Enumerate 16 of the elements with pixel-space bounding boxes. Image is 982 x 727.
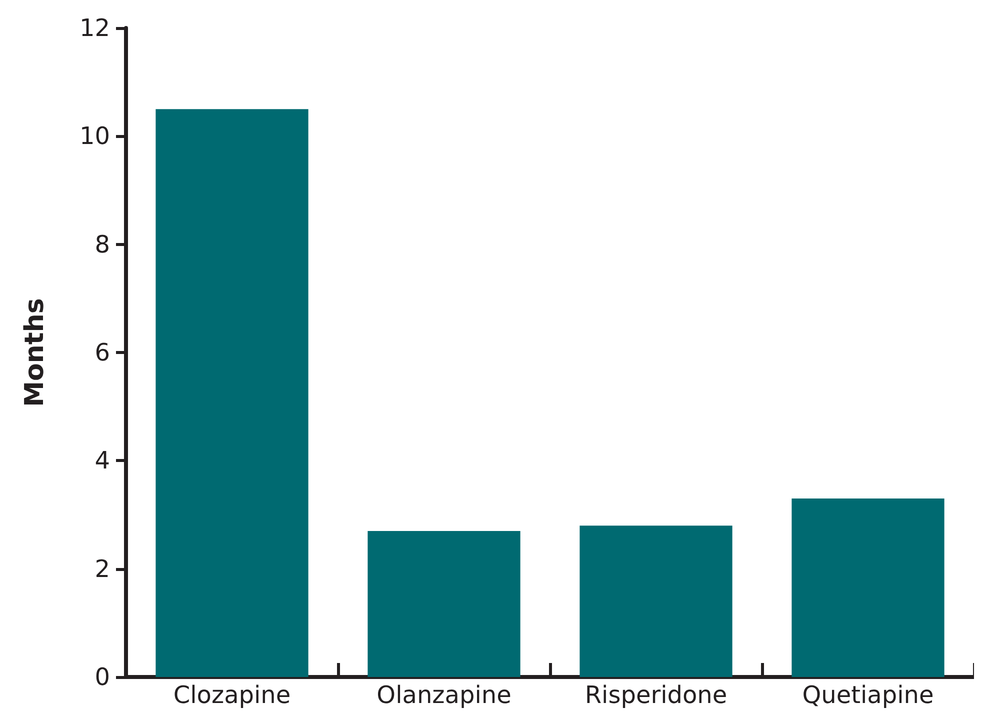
- bar: [792, 498, 944, 677]
- x-tick-label: Quetiapine: [802, 681, 934, 709]
- y-tick-label: 2: [94, 554, 110, 583]
- x-tick-label: Clozapine: [173, 681, 291, 709]
- x-tick-label: Risperidone: [584, 681, 728, 709]
- y-tick-label: 4: [94, 446, 110, 475]
- y-axis-title: Months: [20, 298, 50, 407]
- bar: [368, 530, 520, 677]
- y-tick-label: 10: [79, 122, 110, 150]
- y-tick-label: 8: [94, 230, 110, 258]
- bar: [156, 109, 308, 677]
- x-tick-label: Olanzapine: [376, 681, 512, 709]
- y-tick-label: 0: [94, 663, 110, 691]
- y-tick-label: 12: [79, 14, 110, 42]
- y-tick-label: 6: [94, 338, 110, 366]
- bar: [580, 526, 732, 677]
